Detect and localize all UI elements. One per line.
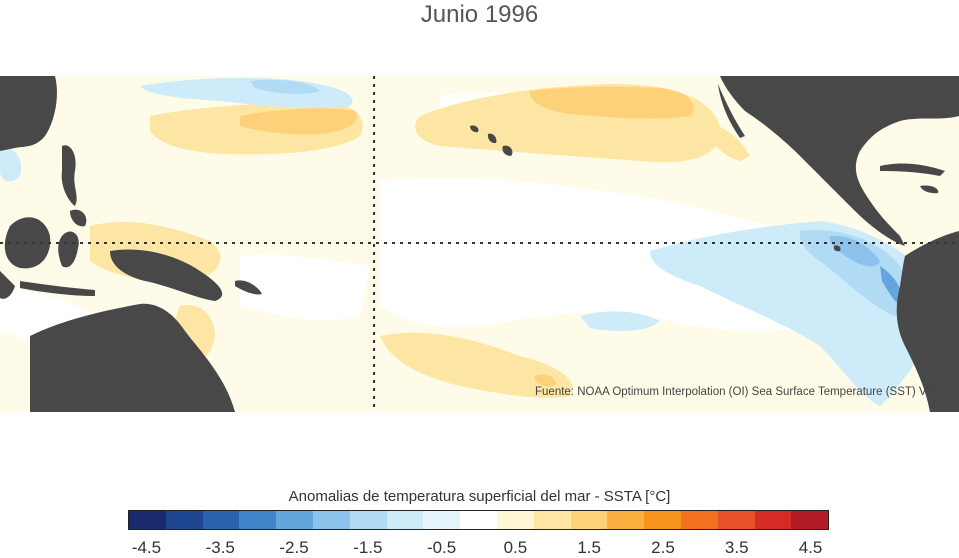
landmass-south-america (896, 231, 959, 412)
colorbar-swatch (717, 511, 755, 529)
colorbar-tick-label: 3.5 (724, 538, 749, 557)
colorbar-tick-label: 2.5 (651, 538, 675, 557)
colorbar-swatch (423, 511, 461, 529)
anomaly-cool-region (0, 146, 22, 182)
colorbar-swatch (791, 511, 829, 529)
colorbar-swatch (680, 511, 718, 529)
colorbar-tick-labels: -4.5 -3.5 -2.5 -1.5 -0.5 0.5 1.5 2.5 3.5 4.5 (0, 538, 959, 558)
landmass-caribbean (880, 163, 945, 194)
colorbar-swatch (386, 511, 424, 529)
colorbar-swatch (460, 511, 497, 529)
colorbar-swatch (276, 511, 313, 529)
anomaly-warm-strong-region (529, 86, 694, 119)
landmass-hawaii (470, 125, 513, 156)
anomaly-cool-strong-region (880, 266, 903, 306)
colorbar-tick-label: -1.5 (353, 538, 383, 557)
colorbar-tick-label: -0.5 (426, 538, 457, 557)
anomaly-cool-region (250, 79, 320, 94)
colorbar-swatch (202, 511, 240, 529)
anomaly-neutral-region (240, 254, 370, 321)
colorbar-swatch (349, 511, 387, 529)
landmass-solomons (235, 280, 262, 295)
map-title: Junio 1996 (420, 1, 539, 28)
colorbar-swatch (239, 511, 277, 529)
colorbar-tick-label: -4.5 (131, 538, 162, 557)
landmass-north-america (720, 76, 959, 246)
colorbar-swatch (312, 511, 350, 529)
colorbar-swatch (644, 511, 681, 529)
colorbar-title: Anomalias de temperatura superficial del… (288, 488, 671, 505)
colorbar-swatch (607, 511, 645, 529)
colorbar-tick-label: 0.5 (503, 538, 528, 557)
landmass-new-guinea (110, 249, 223, 301)
colorbar-swatch (496, 511, 534, 529)
data-source-note: Fuente: NOAA Optimum Interpolation (OI) … (535, 386, 933, 398)
colorbar-swatch (165, 511, 203, 529)
landmass-asia (0, 76, 57, 151)
colorbar-tick-label: -3.5 (205, 538, 235, 557)
anomaly-warm-strong-region (240, 108, 357, 135)
landmass-java (20, 281, 95, 296)
colorbar-tick-label: -2.5 (279, 538, 309, 557)
colorbar-tick-label: 4.5 (798, 538, 823, 557)
landmass-baja-california (718, 84, 745, 138)
colorbar-swatch (533, 511, 571, 529)
landmass-australia (30, 303, 235, 412)
landmass-galapagos (833, 245, 841, 252)
colorbar-swatch (570, 511, 608, 529)
anomaly-warm-region (380, 332, 573, 398)
landmass-philippines (61, 145, 77, 206)
landmass-borneo (4, 217, 51, 269)
ssta-map (0, 76, 959, 412)
anomaly-warm-strong-region (535, 374, 556, 387)
colorbar-tick-label: 1.5 (577, 538, 601, 557)
landmass-sumatra (0, 271, 15, 299)
anomaly-neutral-region (380, 177, 820, 332)
landmass-sulawesi (58, 231, 79, 268)
landmass-islands (70, 209, 87, 227)
anomaly-cool-region (799, 230, 906, 316)
colorbar-swatch (129, 511, 166, 529)
colorbar-swatch (754, 511, 792, 529)
anomaly-warm-region (700, 116, 750, 161)
colorbar (128, 510, 829, 530)
anomaly-cool-region (580, 311, 660, 332)
